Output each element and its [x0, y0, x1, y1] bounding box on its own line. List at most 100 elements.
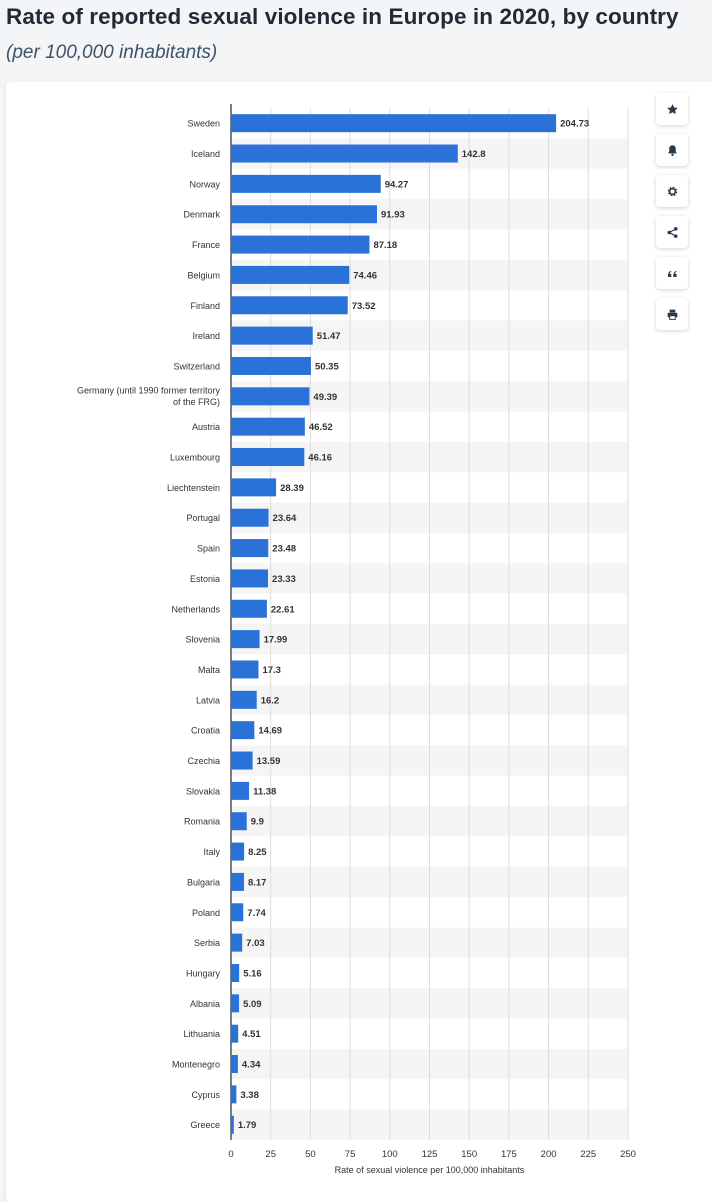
bar	[231, 326, 313, 345]
category-label: Ireland	[192, 331, 220, 341]
bar-value-label: 23.64	[273, 513, 297, 524]
category-label: Hungary	[186, 968, 221, 978]
bar-value-label: 46.16	[308, 453, 332, 464]
bar-value-label: 46.52	[309, 422, 333, 433]
cite-button[interactable]	[656, 257, 688, 289]
category-label: Greece	[190, 1120, 220, 1130]
share-icon	[666, 226, 678, 238]
category-label: Latvia	[196, 695, 220, 705]
category-label: Croatia	[191, 726, 220, 736]
x-tick-label: 225	[580, 1149, 596, 1160]
gear-icon	[667, 186, 677, 196]
page-subtitle: (per 100,000 inhabitants)	[6, 42, 218, 63]
quote-icon	[667, 270, 677, 277]
page-title: Rate of reported sexual violence in Euro…	[6, 4, 679, 29]
bar-value-label: 51.47	[317, 331, 341, 342]
print-icon	[667, 309, 677, 320]
bar-chart: 0 25 50 75 100 125 150 175 200 225 250 204.73 Sweden…	[77, 104, 636, 1175]
bar	[231, 1085, 237, 1104]
category-label: Poland	[192, 908, 220, 918]
bar-value-label: 7.74	[247, 908, 266, 919]
bar	[231, 508, 269, 527]
share-button[interactable]	[656, 216, 688, 248]
star-icon	[666, 103, 678, 114]
bar	[231, 478, 277, 497]
bar-value-label: 5.09	[243, 999, 262, 1010]
x-tick-label: 175	[501, 1149, 517, 1160]
bar-value-label: 1.79	[238, 1120, 257, 1131]
category-label: Spain	[197, 544, 220, 554]
bar	[231, 144, 458, 163]
bar-value-label: 13.59	[257, 756, 281, 767]
category-label: Portugal	[186, 513, 220, 523]
category-label: Serbia	[194, 938, 220, 948]
bar-value-label: 4.34	[242, 1060, 261, 1071]
bar-value-label: 9.9	[251, 817, 264, 828]
category-label: Finland	[190, 301, 220, 311]
x-tick-label: 150	[461, 1149, 477, 1160]
bar-value-label: 22.61	[271, 604, 295, 615]
x-tick-label: 125	[422, 1149, 438, 1160]
bar-value-label: 23.33	[272, 574, 296, 585]
bar	[231, 539, 269, 558]
category-label: Denmark	[183, 210, 220, 220]
bar	[231, 781, 250, 800]
category-label: Sweden	[187, 119, 220, 129]
bar	[231, 387, 310, 406]
category-label: Estonia	[190, 574, 220, 584]
bar	[231, 356, 311, 375]
category-label: Lithuania	[183, 1029, 220, 1039]
category-label: Austria	[192, 422, 220, 432]
category-label: Romania	[184, 817, 220, 827]
bar	[231, 994, 240, 1013]
bar-value-label: 3.38	[240, 1090, 258, 1101]
category-label: Albania	[190, 999, 220, 1009]
bar	[231, 872, 244, 891]
notification-button[interactable]	[656, 134, 688, 166]
x-tick-label: 0	[228, 1149, 233, 1160]
category-label: Norway	[189, 179, 220, 189]
bar-value-label: 73.52	[352, 301, 376, 312]
category-label: Italy	[203, 847, 220, 857]
chart-card: 0 25 50 75 100 125 150 175 200 225 250 204.73 Sweden…	[6, 82, 712, 1202]
bar-value-label: 5.16	[243, 968, 262, 979]
bar	[231, 174, 381, 193]
bell-icon	[667, 144, 677, 156]
bar-value-label: 7.03	[246, 938, 265, 949]
category-label: Liechtenstein	[167, 483, 220, 493]
bar	[231, 963, 240, 982]
bar	[231, 265, 350, 284]
x-tick-label: 250	[620, 1149, 636, 1160]
bar-value-label: 50.35	[315, 361, 339, 372]
bar	[231, 690, 257, 709]
bar	[231, 721, 255, 740]
bar-value-label: 8.25	[248, 847, 267, 858]
bar-value-label: 8.17	[248, 877, 266, 888]
chart-toolbar	[656, 93, 688, 330]
bar	[231, 1115, 234, 1134]
bar-value-label: 94.27	[385, 179, 409, 190]
print-button[interactable]	[656, 298, 688, 330]
bar-value-label: 17.3	[262, 665, 281, 676]
bar	[231, 630, 260, 649]
x-axis-title: Rate of sexual violence per 100,000 inha…	[335, 1165, 525, 1175]
bar-value-label: 74.46	[353, 270, 377, 281]
bar-value-label: 16.2	[261, 695, 280, 706]
x-tick-label: 50	[305, 1149, 316, 1160]
bar	[231, 417, 305, 436]
bar	[231, 660, 259, 679]
bar-value-label: 49.39	[313, 392, 337, 403]
bar	[231, 933, 243, 952]
settings-button[interactable]	[656, 175, 688, 207]
bar-value-label: 204.73	[560, 119, 589, 130]
bar-value-label: 28.39	[280, 483, 304, 494]
bar	[231, 114, 557, 133]
category-label: Cyprus	[191, 1090, 220, 1100]
category-label: Netherlands	[171, 604, 220, 614]
bar-value-label: 87.18	[373, 240, 397, 251]
x-tick-label: 25	[265, 1149, 276, 1160]
bar	[231, 599, 267, 618]
favorite-button[interactable]	[656, 93, 688, 125]
category-label: Montenegro	[172, 1060, 220, 1070]
x-tick-label: 100	[382, 1149, 398, 1160]
